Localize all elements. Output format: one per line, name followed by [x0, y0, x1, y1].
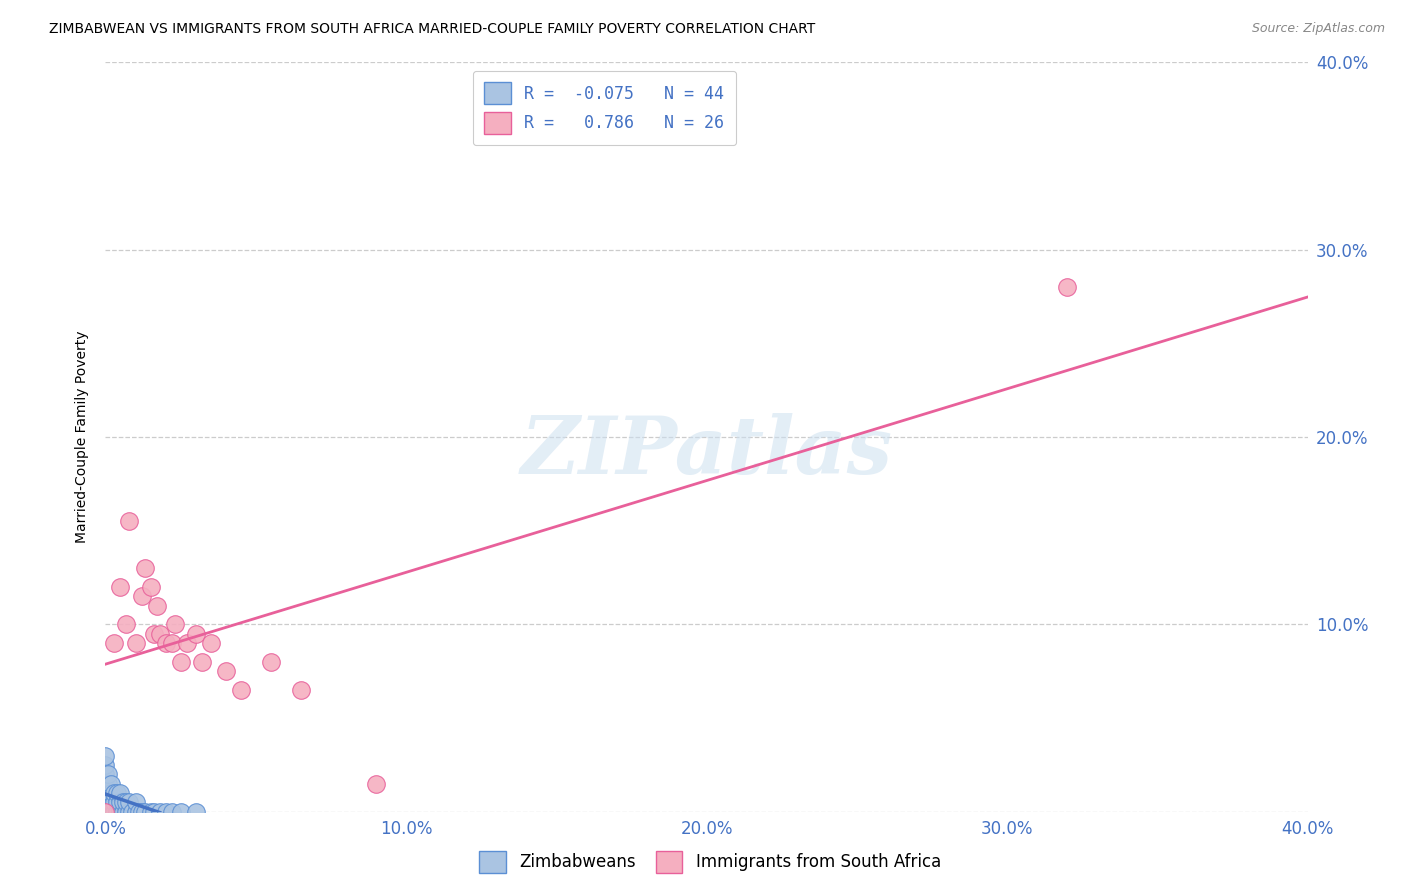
Point — [148, 805, 170, 819]
Legend: Zimbabweans, Immigrants from South Africa: Zimbabweans, Immigrants from South Afric… — [472, 845, 948, 880]
Point — [229, 683, 252, 698]
Point — [155, 805, 177, 819]
Point — [169, 805, 191, 819]
Point — [118, 805, 141, 819]
Text: ZIMBABWEAN VS IMMIGRANTS FROM SOUTH AFRICA MARRIED-COUPLE FAMILY POVERTY CORRELA: ZIMBABWEAN VS IMMIGRANTS FROM SOUTH AFRI… — [49, 22, 815, 37]
Point — [107, 805, 129, 819]
Point — [160, 636, 183, 650]
Point — [142, 805, 165, 819]
Point — [94, 767, 117, 781]
Point — [184, 805, 207, 819]
Point — [110, 796, 132, 810]
Point — [131, 805, 153, 819]
Point — [97, 776, 120, 791]
Point — [139, 580, 162, 594]
Point — [103, 805, 125, 819]
Point — [128, 805, 150, 819]
Point — [184, 626, 207, 640]
Point — [94, 776, 117, 791]
Point — [160, 805, 183, 819]
Point — [94, 805, 117, 819]
Point — [110, 786, 132, 800]
Point — [163, 617, 186, 632]
Point — [142, 626, 165, 640]
Point — [176, 636, 198, 650]
Point — [115, 796, 138, 810]
Point — [124, 636, 146, 650]
Point — [94, 748, 117, 763]
Point — [139, 805, 162, 819]
Point — [110, 805, 132, 819]
Point — [115, 805, 138, 819]
Point — [103, 796, 125, 810]
Point — [148, 626, 170, 640]
Point — [364, 776, 387, 791]
Point — [100, 786, 122, 800]
Point — [94, 758, 117, 772]
Point — [110, 580, 132, 594]
Point — [112, 796, 135, 810]
Point — [97, 767, 120, 781]
Point — [118, 796, 141, 810]
Point — [134, 561, 156, 575]
Point — [190, 655, 212, 669]
Point — [112, 805, 135, 819]
Point — [200, 636, 222, 650]
Point — [107, 786, 129, 800]
Point — [97, 786, 120, 800]
Text: ZIPatlas: ZIPatlas — [520, 413, 893, 491]
Point — [124, 796, 146, 810]
Point — [100, 776, 122, 791]
Point — [115, 617, 138, 632]
Legend: R =  -0.075   N = 44, R =   0.786   N = 26: R = -0.075 N = 44, R = 0.786 N = 26 — [472, 70, 735, 145]
Point — [94, 796, 117, 810]
Point — [94, 805, 117, 819]
Point — [100, 805, 122, 819]
Point — [169, 655, 191, 669]
Point — [121, 805, 143, 819]
Point — [155, 636, 177, 650]
Point — [100, 796, 122, 810]
Point — [118, 514, 141, 528]
Y-axis label: Married-Couple Family Poverty: Married-Couple Family Poverty — [76, 331, 90, 543]
Point — [131, 590, 153, 604]
Point — [290, 683, 312, 698]
Text: Source: ZipAtlas.com: Source: ZipAtlas.com — [1251, 22, 1385, 36]
Point — [103, 636, 125, 650]
Point — [124, 805, 146, 819]
Point — [1056, 280, 1078, 294]
Point — [260, 655, 283, 669]
Point — [107, 796, 129, 810]
Point — [134, 805, 156, 819]
Point — [97, 805, 120, 819]
Point — [145, 599, 167, 613]
Point — [103, 786, 125, 800]
Point — [97, 796, 120, 810]
Point — [214, 664, 236, 679]
Point — [94, 786, 117, 800]
